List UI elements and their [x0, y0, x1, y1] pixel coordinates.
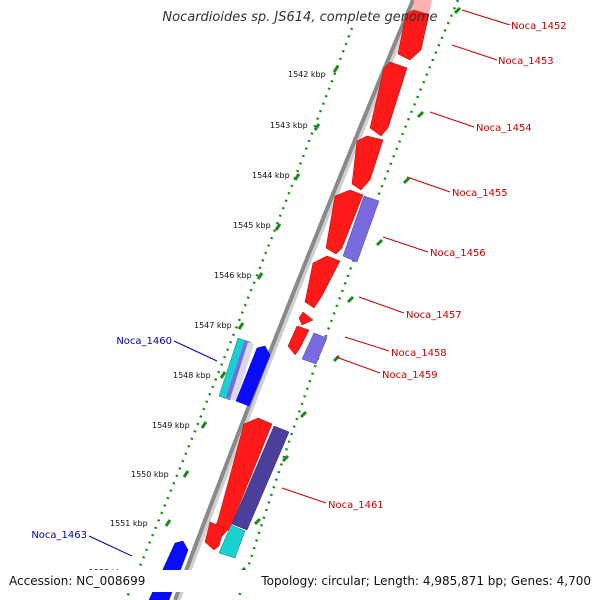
gene-feature-noca-1452-fade: [414, 0, 432, 14]
footer-backdrop: [0, 570, 600, 592]
scale-label: 1550 kbp: [131, 470, 169, 479]
gene-feature-noca-1455[interactable]: [325, 189, 364, 255]
topology-text: Topology: circular; Length: 4,985,871 bp…: [261, 574, 591, 588]
accession-text: Accession: NC_008699: [9, 574, 146, 588]
scale-label: 1547 kbp: [194, 321, 232, 330]
gene-label-noca-1460[interactable]: Noca_1460: [116, 336, 172, 347]
gene-label-noca-1463[interactable]: Noca_1463: [31, 530, 87, 541]
map-title: Nocardioides sp. JS614, complete genome: [162, 10, 437, 25]
label-leaders: [88, 9, 511, 557]
gene-label-noca-1459[interactable]: Noca_1459: [382, 370, 438, 381]
gene-feature-noca-1460-c: [230, 342, 254, 401]
gene-feature-noca-1461-b[interactable]: [204, 521, 225, 551]
gene-label-noca-1457[interactable]: Noca_1457: [406, 310, 462, 321]
scale-label: 1543 kbp: [270, 121, 308, 130]
gene-feature-noca-1459[interactable]: [287, 325, 310, 356]
gene-label-noca-1461[interactable]: Noca_1461: [328, 500, 384, 511]
scale-label: 1548 kbp: [173, 371, 211, 380]
gene-labels-left: Noca_1460 Noca_1463: [31, 336, 172, 541]
gene-feature-noca-1462[interactable]: [235, 345, 271, 407]
scale-label: 1542 kbp: [288, 70, 326, 79]
scale-labels: 1542 kbp 1543 kbp 1544 kbp 1545 kbp 1546…: [89, 70, 326, 577]
scale-label: 1544 kbp: [252, 171, 290, 180]
gene-feature-noca-1454[interactable]: [351, 135, 384, 191]
gene-feature-noca-1453[interactable]: [369, 61, 408, 137]
scale-label: 1545 kbp: [233, 221, 271, 230]
outer-ring-major-ticks: [238, 6, 462, 575]
scale-label: 1546 kbp: [214, 271, 252, 280]
gene-feature-noca-1461-c[interactable]: [231, 425, 290, 531]
gene-label-noca-1458[interactable]: Noca_1458: [391, 348, 447, 359]
gene-feature-noca-1459-b[interactable]: [301, 332, 328, 365]
gene-label-noca-1454[interactable]: Noca_1454: [476, 123, 532, 134]
gene-label-noca-1452[interactable]: Noca_1452: [511, 21, 567, 32]
genome-backbone: [173, 0, 415, 600]
gene-label-noca-1455[interactable]: Noca_1455: [452, 188, 508, 199]
scale-label: 1551 kbp: [110, 519, 148, 528]
scale-label: 1549 kbp: [152, 421, 190, 430]
inner-ring-major-ticks: [164, 65, 340, 527]
gene-feature-noca-1458[interactable]: [298, 311, 314, 326]
gene-feature-noca-1461-d[interactable]: [218, 524, 246, 559]
gene-label-noca-1453[interactable]: Noca_1453: [498, 56, 554, 67]
forward-strand-features: [204, 0, 432, 559]
gene-feature-noca-1457[interactable]: [304, 255, 341, 309]
gene-labels-right: Noca_1452 Noca_1453 Noca_1454 Noca_1455 …: [328, 21, 567, 511]
gene-feature-noca-1456[interactable]: [342, 195, 380, 263]
gene-label-noca-1456[interactable]: Noca_1456: [430, 248, 486, 259]
